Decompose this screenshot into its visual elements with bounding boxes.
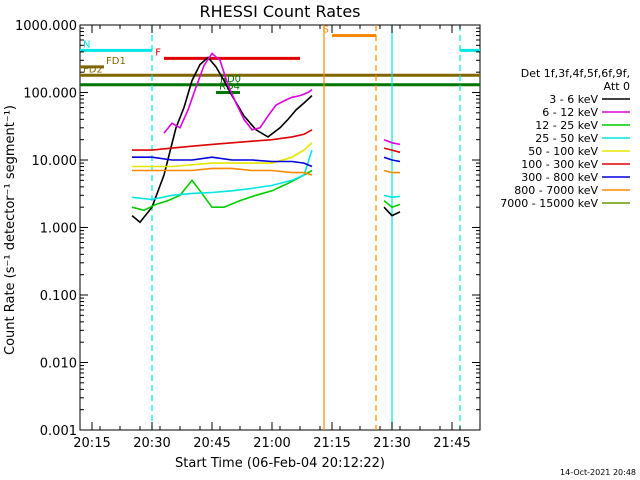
y-axis-label: Count Rate (s⁻¹ detector⁻¹ segment⁻¹) [3,105,18,355]
legend-entry-label: 12 - 25 keV [535,119,598,132]
series-line [383,147,401,154]
x-tick-label: 20:45 [193,436,230,451]
y-tick-label: 0.100 [40,289,77,304]
series-line [383,206,401,217]
y-tick-label: 100.000 [23,87,77,102]
series-line [132,129,313,151]
legend-entry-label: 6 - 12 keV [542,106,598,119]
x-tick-label: 20:15 [73,436,110,451]
flag-bar-label: FD1 [106,56,126,67]
series-line [383,169,400,174]
legend-subheader: Att 0 [604,80,630,93]
y-tick-label: 1000.000 [15,19,77,34]
flag-bar-label: FD2 [83,64,103,75]
legend-entry-label: 300 - 800 keV [521,171,598,184]
x-tick-label: 21:15 [313,436,350,451]
series-line [131,149,313,201]
legend-entry-label: 3 - 6 keV [549,93,598,106]
axes: 0.001 0.010 0.100 1.000 10.000 100.000 1000.00… [15,19,481,451]
series-line [131,169,313,212]
timestamp-label: 14-Oct-2021 20:48 [560,468,636,477]
y-tick-label: 10.000 [32,154,78,169]
flag-bar-label: F [155,47,161,58]
x-axis-label: Start Time (06-Feb-04 20:12:22) [175,456,385,471]
legend-entry-label: 800 - 7000 keV [514,184,598,197]
x-tick-label: 21:30 [373,436,410,451]
x-tick-label: 21:00 [253,436,290,451]
series-line [132,167,313,176]
series-line [163,52,313,134]
y-tick-label: 0.001 [40,424,77,439]
series-line [132,142,313,168]
chart-title: RHESSI Count Rates [200,2,361,21]
flag-bar-label: N [83,39,90,50]
x-tick-label: 21:45 [433,436,470,451]
vertical-markers [151,25,461,430]
legend-entry-label: 100 - 300 keV [521,158,598,171]
y-tick-label: 1.000 [40,222,77,237]
y-tick-label: 0.010 [40,357,77,372]
series-lines [131,52,401,224]
series-line [132,156,313,168]
legend-header: Det 1f,3f,4f,5f,6f,9f, [521,67,630,80]
series-line [383,194,401,199]
series-line [383,156,401,163]
series-line [383,138,401,146]
legend-entry-label: 7000 - 15000 keV [500,197,598,210]
legend-entry-label: 25 - 50 keV [535,132,598,145]
flag-bar-label: RD0 [220,74,241,85]
series-line [383,199,401,209]
x-tick-label: 20:30 [133,436,170,451]
legend-entry-label: 50 - 100 keV [528,145,598,158]
flag-bar-label: S [323,24,329,35]
